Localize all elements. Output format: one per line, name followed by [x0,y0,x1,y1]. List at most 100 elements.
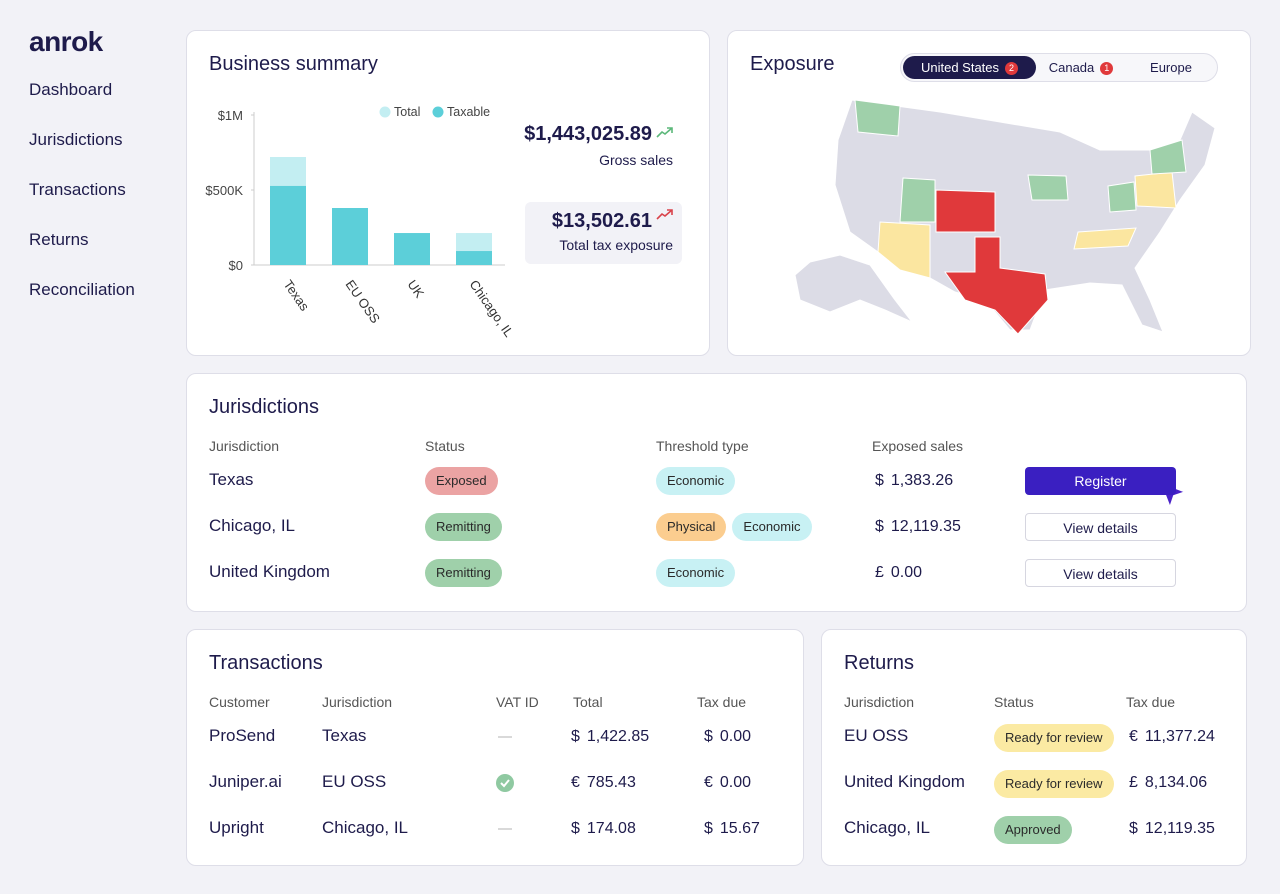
vat-verified-icon [496,774,514,792]
x-tick-label: Chicago, IL [467,277,517,339]
nav-item[interactable]: Dashboard [29,80,113,99]
y-tick-label: $0 [229,258,243,273]
amount-cell: $15.67 [704,815,760,843]
card-title: Returns [844,652,915,674]
tab-badge: 2 [1005,62,1019,75]
tab[interactable]: Europe [1126,56,1216,79]
column-header: Total [573,694,603,710]
tab[interactable]: United States 2 [903,56,1036,79]
amount-cell: $1,422.85 [571,723,649,751]
tax-due: €11,377.24 [1129,723,1215,751]
currency: € [704,774,713,791]
nav-item[interactable]: Transactions [29,180,126,199]
jurisdiction: Chicago, IL [322,818,408,837]
jurisdiction: Chicago, IL [844,818,930,837]
card-title: Transactions [209,652,323,674]
threshold-pill: Economic [656,467,736,495]
status-pill: Remitting [425,513,502,541]
nav-item[interactable]: Reconciliation [29,280,135,299]
brand-logo[interactable]: anrok [29,26,103,57]
customer: Upright [209,818,264,837]
currency: £ [875,564,884,581]
tab-label: Europe [1150,60,1192,75]
currency: $ [571,820,580,837]
currency: $ [571,728,580,745]
y-tick-label: $500K [205,183,243,198]
amount: 15.67 [719,820,760,837]
nav-item[interactable]: Jurisdictions [29,130,123,149]
jurisdiction: United Kingdom [844,772,965,791]
tax-due: $12,119.35 [1129,815,1215,843]
exposed-sales: $12,119.35 [875,513,961,541]
currency: $ [875,472,884,489]
amount: 0.00 [719,774,752,791]
jurisdiction-name: Texas [209,470,254,489]
amount: 1,422.85 [586,728,650,745]
column-header: Threshold type [656,438,749,454]
vat-empty-icon [496,820,514,838]
amount: 8,134.06 [1144,774,1208,791]
vat-empty-icon [496,728,514,746]
card-title: Business summary [209,53,378,75]
tab[interactable]: Canada 1 [1036,56,1126,79]
amount-cell: €0.00 [704,769,751,797]
column-header: Tax due [1126,694,1176,710]
column-header: Status [425,438,465,454]
x-tick-label: Texas [281,277,313,314]
jurisdiction-name: Chicago, IL [209,516,295,535]
amount: 12,119.35 [890,518,961,535]
amount: 11,377.24 [1144,728,1215,745]
amount-cell: €785.43 [571,769,636,797]
nav-item[interactable]: Returns [29,230,89,249]
column-header: Exposed sales [872,438,964,454]
column-header: VAT ID [496,694,539,710]
card-title: Exposure [750,53,835,75]
legend-swatch [379,106,391,118]
gross-sales-label: Gross sales [599,152,673,168]
amount: 0.00 [890,564,923,581]
exposure-box [525,202,682,264]
currency: $ [1129,820,1138,837]
y-tick-label: $1M [218,108,243,123]
currency: $ [704,728,713,745]
currency: € [1129,728,1138,745]
tax-exposure-label: Total tax exposure [559,237,673,253]
card-title: Jurisdictions [209,396,320,418]
column-header: Jurisdiction [844,694,915,710]
bar [332,208,368,265]
legend-label: Taxable [447,105,490,119]
currency: $ [875,518,884,535]
status-pill: Remitting [425,559,502,587]
tab-badge: 1 [1100,62,1114,75]
bar-chart: $0 $500K $1M Total Taxable Texas EU OSS UK Chica… [205,105,517,340]
customer: ProSend [209,726,276,745]
x-tick-label: UK [405,277,428,301]
bar [456,251,492,265]
action-button[interactable]: View details [1025,559,1176,587]
status-pill: Ready for review [994,724,1114,752]
amount: 1,383.26 [890,472,954,489]
currency: € [571,774,580,791]
action-button[interactable]: View details [1025,513,1176,541]
amount-cell: $0.00 [704,723,751,751]
threshold-pill: Physical [656,513,727,541]
jurisdiction: EU OSS [322,772,387,791]
tab-label: United States [920,60,1000,75]
us-map [794,99,1216,335]
x-tick-label: EU OSS [343,277,384,326]
amount-cell: $174.08 [571,815,636,843]
threshold-pill: Economic [732,513,812,541]
exposed-sales: £0.00 [875,559,922,587]
threshold-pill: Economic [656,559,736,587]
bar [394,233,430,265]
column-header: Customer [209,694,270,710]
bar [270,185,306,265]
threshold-list: Economic [656,559,736,587]
legend-swatch [432,106,444,118]
tab-label: Canada [1048,60,1095,75]
status-pill: Ready for review [994,770,1114,798]
tax-due: £8,134.06 [1129,769,1207,797]
amount: 12,119.35 [1144,820,1215,837]
action-button[interactable]: Register [1025,467,1176,495]
